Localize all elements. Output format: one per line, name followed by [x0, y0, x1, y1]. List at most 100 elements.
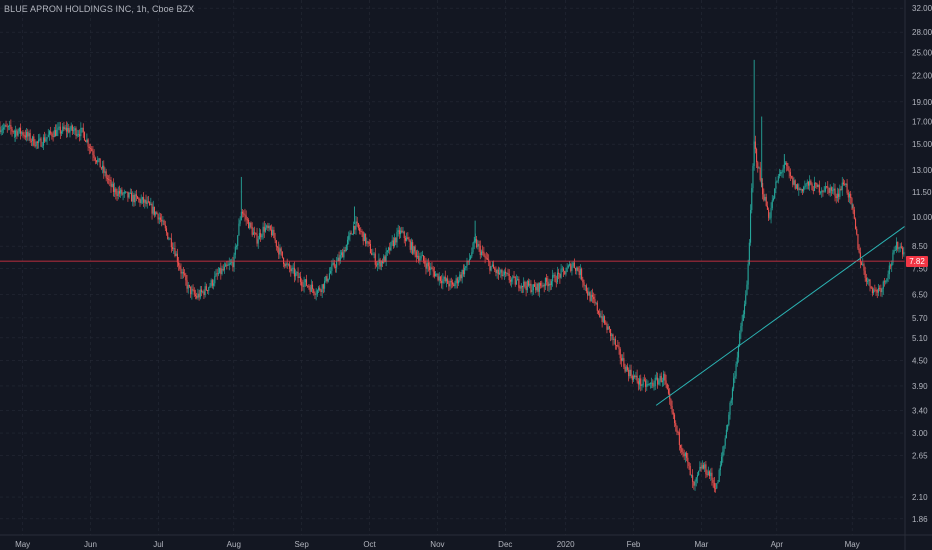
candle-body — [711, 472, 713, 480]
candle-body — [568, 264, 571, 266]
candle-body — [509, 280, 511, 282]
candle-body — [805, 183, 807, 187]
candle-body — [220, 267, 222, 275]
candle-body — [571, 266, 573, 271]
candle-body — [778, 173, 781, 176]
candle-body — [5, 125, 7, 127]
candle-body — [852, 204, 854, 210]
price-axis[interactable]: 32.00 28.00 25.00 22.00 19.00 17.00 15.00 13.00… — [904, 0, 932, 550]
candle-body — [792, 177, 794, 185]
candle-body — [65, 127, 67, 132]
candle-body — [211, 280, 213, 286]
candle-body — [251, 227, 253, 235]
candle-body — [485, 257, 487, 259]
candle-body — [321, 284, 323, 293]
candle-body — [811, 184, 813, 190]
candle-body — [607, 326, 609, 330]
candle-body — [175, 253, 177, 257]
candle-body — [186, 280, 188, 289]
candle-body — [122, 193, 124, 195]
candle-body — [788, 170, 790, 173]
candle-body — [392, 240, 394, 246]
y-tick-label: 3.00 — [912, 429, 928, 438]
candle-body — [651, 382, 653, 384]
candle-body — [123, 191, 125, 194]
candle-body — [631, 375, 633, 380]
x-tick-label: May — [845, 540, 860, 549]
candle-body — [567, 265, 569, 268]
candle-body — [543, 285, 545, 287]
candle-body — [704, 464, 706, 469]
candle-body — [97, 159, 99, 163]
candle-body — [456, 278, 458, 284]
candle-body — [34, 145, 36, 147]
candle-body — [879, 287, 881, 289]
candle-body — [33, 136, 35, 146]
candle-body — [381, 260, 384, 264]
candle-body — [836, 193, 838, 199]
candle-body — [100, 167, 102, 169]
candle-body — [826, 186, 828, 188]
y-tick-label: 2.10 — [912, 493, 928, 502]
candle-body — [143, 197, 145, 203]
candle-body — [374, 253, 376, 265]
candle-body — [537, 283, 539, 292]
candle-body — [642, 379, 644, 386]
candle-body — [353, 225, 355, 235]
candle-body — [708, 471, 711, 477]
candle-body — [698, 470, 700, 476]
candle-body — [93, 154, 95, 158]
candle-body — [637, 381, 639, 385]
candle-body — [782, 168, 784, 172]
candle-body — [798, 188, 800, 190]
candle-body — [647, 384, 649, 386]
candle-body — [47, 134, 49, 138]
candle-body — [0, 130, 2, 133]
candle-body — [585, 285, 587, 292]
candle-body — [92, 151, 94, 155]
candle-body — [340, 252, 343, 256]
candle-body — [342, 252, 344, 258]
candle-body — [505, 271, 507, 274]
candle-body — [310, 284, 312, 292]
candle-body — [601, 316, 603, 322]
candle-body — [144, 199, 146, 203]
candle-body — [421, 255, 423, 257]
candle-body — [593, 296, 595, 300]
x-tick-label: Oct — [363, 540, 376, 549]
candle-body — [729, 402, 731, 415]
time-axis[interactable]: May Jun Jul Aug Sep Oct Nov Dec 2020 Feb Mar Apr May — [0, 534, 932, 549]
candle-body — [168, 239, 170, 240]
candle-body — [731, 388, 733, 400]
candle-body — [857, 234, 859, 249]
candle-body — [484, 255, 486, 258]
candle-body — [447, 278, 449, 284]
candle-body — [52, 136, 54, 138]
candle-body — [827, 186, 829, 188]
trendline[interactable] — [655, 225, 906, 406]
candle-body — [573, 262, 575, 268]
candle-body — [18, 127, 20, 132]
candle-body — [250, 222, 252, 228]
candle-body — [188, 284, 190, 287]
candle-body — [789, 172, 791, 177]
candle-body — [389, 247, 391, 251]
x-tick-label: Apr — [771, 540, 784, 549]
candle-body — [261, 235, 263, 238]
candle-body — [394, 237, 396, 246]
candle-body — [608, 326, 610, 329]
candle-body — [881, 288, 883, 293]
candle-body — [348, 235, 350, 240]
candle-body — [707, 471, 709, 476]
candle-body — [794, 180, 796, 189]
candle-body — [696, 475, 699, 478]
candle-body — [13, 131, 16, 133]
candle-body — [690, 475, 692, 477]
candle-body — [135, 194, 137, 197]
candlestick-series — [0, 59, 906, 493]
candle-body — [665, 380, 667, 385]
candle-body — [328, 273, 330, 279]
candle-body — [332, 262, 334, 265]
candle-body — [190, 286, 192, 295]
